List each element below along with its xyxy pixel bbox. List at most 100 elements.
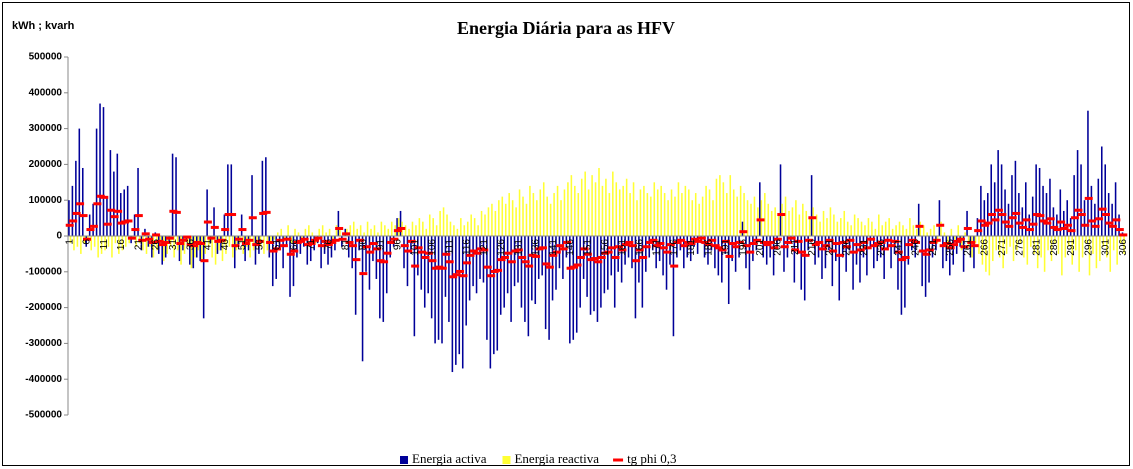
bar <box>151 236 153 258</box>
bar <box>511 200 514 236</box>
bar <box>741 221 744 236</box>
bar <box>993 182 996 236</box>
bar <box>1071 236 1074 265</box>
x-tick-label: 261 <box>962 239 973 256</box>
marker <box>245 238 254 242</box>
bar <box>556 185 559 236</box>
bar <box>869 236 872 247</box>
x-tick-label: 81 <box>341 239 352 251</box>
bar <box>707 236 709 265</box>
x-tick-label: 211 <box>790 239 801 255</box>
bar <box>73 236 75 251</box>
bar <box>1114 182 1117 236</box>
bar <box>933 225 935 236</box>
bar <box>912 225 915 236</box>
bar <box>579 236 581 308</box>
bar <box>886 236 889 251</box>
bar <box>569 236 571 344</box>
marker <box>262 210 271 214</box>
bar <box>164 236 167 258</box>
bar <box>1045 193 1048 236</box>
bar <box>442 207 445 236</box>
bar <box>434 236 436 344</box>
marker <box>100 195 109 199</box>
marker <box>183 235 192 239</box>
bar <box>104 236 106 251</box>
bar <box>759 182 761 236</box>
bar <box>1116 236 1118 265</box>
marker <box>618 248 627 252</box>
bar <box>600 236 602 308</box>
x-tick-label: 146 <box>565 239 576 256</box>
y-tick-label: 300000 <box>29 123 63 134</box>
marker <box>480 248 489 252</box>
bar <box>884 221 887 236</box>
bar <box>349 225 352 236</box>
bar <box>580 178 583 236</box>
bar <box>137 167 139 236</box>
bar <box>173 236 175 258</box>
marker <box>704 243 713 247</box>
bar <box>268 236 271 258</box>
bar <box>745 236 747 269</box>
bar <box>276 232 279 236</box>
marker <box>269 249 278 253</box>
bar <box>133 214 136 236</box>
marker <box>918 249 927 253</box>
bar <box>95 128 98 236</box>
marker <box>276 238 285 242</box>
marker <box>670 264 679 268</box>
bar <box>249 236 251 258</box>
marker <box>576 255 585 259</box>
bar <box>722 182 725 236</box>
bar <box>332 236 334 240</box>
bar <box>261 160 264 236</box>
marker <box>988 213 997 217</box>
bar <box>517 236 519 283</box>
bar <box>966 210 968 236</box>
marker <box>1057 220 1066 224</box>
x-tick-label: 111 <box>444 239 455 255</box>
bar <box>498 200 500 236</box>
bar <box>427 236 429 294</box>
bar <box>75 160 77 236</box>
marker <box>728 242 737 246</box>
bar <box>166 236 169 254</box>
x-tick-label: 46 <box>220 239 231 251</box>
bar <box>510 236 512 322</box>
marker <box>438 266 447 270</box>
marker <box>887 244 896 248</box>
bar <box>111 236 113 258</box>
bar <box>836 221 839 236</box>
bar <box>586 236 588 297</box>
bar <box>674 196 676 236</box>
bar <box>228 236 231 247</box>
bar <box>372 236 374 262</box>
bar <box>100 236 103 254</box>
bar <box>178 236 181 262</box>
bar <box>1031 196 1034 236</box>
bar <box>719 175 721 236</box>
x-tick-label: 251 <box>928 239 939 256</box>
marker <box>131 228 140 232</box>
marker <box>842 245 851 249</box>
marker <box>155 239 164 243</box>
marker <box>1022 218 1031 222</box>
x-tick-label: 41 <box>203 239 214 251</box>
marker <box>1046 217 1055 221</box>
bar <box>456 228 459 236</box>
marker <box>766 240 775 244</box>
bar <box>1081 236 1084 258</box>
bar <box>622 185 624 236</box>
bar <box>1024 182 1027 236</box>
bar <box>290 236 293 244</box>
bar <box>691 200 694 236</box>
x-tick-label: 151 <box>583 239 594 256</box>
bar <box>162 236 165 262</box>
bar <box>656 189 659 236</box>
marker <box>777 213 786 217</box>
marker <box>424 251 433 255</box>
x-tick-label: 91 <box>375 239 386 251</box>
marker <box>884 238 893 242</box>
bar <box>525 203 528 236</box>
